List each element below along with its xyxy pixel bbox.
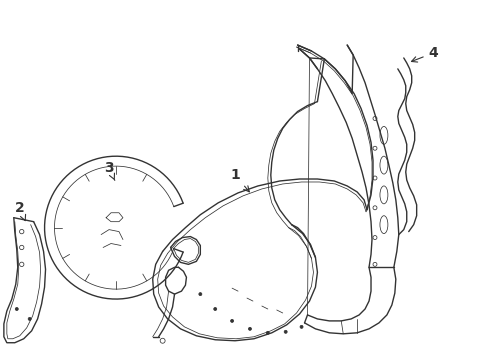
Circle shape	[284, 330, 286, 333]
Circle shape	[230, 319, 233, 323]
Circle shape	[213, 307, 216, 310]
Circle shape	[199, 293, 202, 296]
Circle shape	[266, 331, 269, 334]
Circle shape	[28, 318, 31, 320]
Text: 1: 1	[230, 168, 249, 192]
Circle shape	[248, 327, 251, 330]
Circle shape	[300, 325, 303, 328]
Circle shape	[15, 307, 18, 310]
Text: 4: 4	[410, 46, 437, 62]
Text: 2: 2	[15, 201, 25, 221]
Text: 3: 3	[104, 161, 115, 180]
